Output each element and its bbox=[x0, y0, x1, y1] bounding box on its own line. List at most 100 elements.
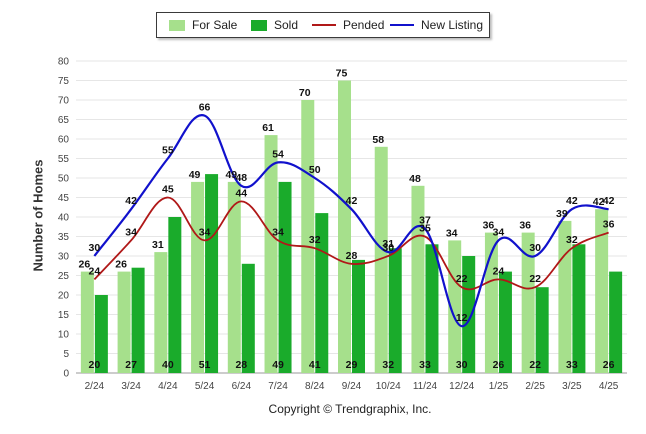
data-label-for-sale: 26 bbox=[79, 259, 91, 271]
line-pended bbox=[93, 196, 609, 291]
bar-for-sale bbox=[484, 232, 498, 373]
legend-swatch-new-listing bbox=[390, 24, 414, 26]
data-label-sold: 33 bbox=[419, 359, 431, 371]
data-label-sold: 29 bbox=[346, 359, 358, 371]
data-label-sold: 32 bbox=[382, 359, 394, 371]
y-tick-label: 75 bbox=[58, 76, 70, 87]
data-label-new-listing: 50 bbox=[309, 164, 321, 176]
y-tick-label: 50 bbox=[58, 174, 70, 185]
data-label-for-sale: 36 bbox=[519, 220, 531, 232]
data-label-pended: 32 bbox=[566, 234, 578, 246]
bar-for-sale bbox=[374, 146, 388, 373]
data-label-sold: 27 bbox=[125, 359, 137, 371]
bar-for-sale bbox=[301, 100, 315, 373]
copyright-footer: Copyright © Trendgraphix, Inc. bbox=[268, 402, 432, 416]
x-tick-label: 12/24 bbox=[449, 381, 474, 392]
data-label-pended: 24 bbox=[89, 265, 101, 277]
x-tick-label: 3/24 bbox=[121, 381, 141, 392]
bar-sold bbox=[131, 267, 145, 373]
data-label-for-sale: 39 bbox=[556, 208, 568, 220]
y-tick-label: 5 bbox=[63, 349, 69, 360]
legend-label-new-listing: New Listing bbox=[421, 18, 484, 32]
bar-sold bbox=[609, 271, 623, 373]
data-label-new-listing: 30 bbox=[529, 242, 541, 254]
x-tick-label: 7/24 bbox=[268, 381, 288, 392]
bar-sold bbox=[205, 174, 219, 373]
legend-swatch-sold bbox=[251, 19, 267, 31]
data-label-pended: 45 bbox=[162, 184, 174, 196]
legend-item-sold[interactable]: Sold bbox=[251, 13, 298, 37]
bar-sold bbox=[278, 181, 292, 373]
data-label-for-sale: 70 bbox=[299, 87, 311, 99]
data-label-pended: 35 bbox=[419, 223, 431, 235]
data-label-for-sale: 34 bbox=[446, 227, 458, 239]
legend-item-for-sale[interactable]: For Sale bbox=[169, 13, 237, 37]
data-label-new-listing: 12 bbox=[456, 312, 468, 324]
legend-label-for-sale: For Sale bbox=[192, 18, 238, 32]
y-tick-label: 70 bbox=[58, 96, 70, 107]
data-label-for-sale: 58 bbox=[372, 134, 384, 146]
data-label-new-listing: 48 bbox=[235, 172, 247, 184]
y-tick-label: 10 bbox=[58, 330, 70, 341]
bar-for-sale bbox=[191, 181, 205, 373]
bar-for-sale bbox=[154, 252, 168, 373]
bar-for-sale bbox=[411, 185, 425, 373]
data-label-pended: 34 bbox=[272, 226, 284, 238]
bar-sold bbox=[462, 256, 476, 373]
data-label-for-sale: 75 bbox=[336, 68, 348, 80]
bar-sold bbox=[94, 295, 108, 373]
y-tick-label: 45 bbox=[58, 193, 70, 204]
data-label-for-sale: 49 bbox=[225, 169, 237, 181]
y-tick-label: 65 bbox=[58, 115, 70, 126]
data-label-new-listing: 42 bbox=[346, 195, 358, 207]
bar-sold bbox=[168, 217, 182, 373]
x-tick-label: 1/25 bbox=[489, 381, 509, 392]
bar-sold bbox=[388, 248, 402, 373]
x-tick-label: 8/24 bbox=[305, 381, 325, 392]
data-label-new-listing: 31 bbox=[382, 238, 394, 250]
data-label-new-listing: 42 bbox=[603, 195, 615, 207]
data-label-new-listing: 42 bbox=[566, 195, 578, 207]
legend: For Sale Sold Pended New Listing bbox=[156, 12, 490, 38]
data-label-pended: 32 bbox=[309, 234, 321, 246]
data-label-pended: 34 bbox=[125, 226, 137, 238]
y-tick-label: 0 bbox=[63, 369, 69, 380]
x-tick-label: 4/24 bbox=[158, 381, 178, 392]
data-label-pended: 36 bbox=[603, 219, 615, 231]
legend-item-pended[interactable]: Pended bbox=[312, 13, 384, 37]
data-label-pended: 22 bbox=[456, 273, 468, 285]
data-label-sold: 22 bbox=[529, 359, 541, 371]
bar-for-sale bbox=[595, 209, 609, 373]
data-label-sold: 51 bbox=[199, 359, 211, 371]
data-label-for-sale: 42 bbox=[593, 196, 605, 208]
legend-label-sold: Sold bbox=[274, 18, 299, 32]
data-label-pended: 22 bbox=[529, 273, 541, 285]
data-label-new-listing: 37 bbox=[419, 215, 431, 227]
bar-for-sale bbox=[448, 240, 462, 373]
data-label-pended: 24 bbox=[493, 265, 505, 277]
bar-sold bbox=[352, 259, 365, 373]
data-label-pended: 44 bbox=[235, 187, 247, 199]
data-label-new-listing: 66 bbox=[199, 102, 211, 114]
bar-sold bbox=[535, 287, 549, 373]
y-tick-label: 60 bbox=[58, 135, 70, 146]
line-new-listing bbox=[93, 114, 609, 328]
x-tick-label: 10/24 bbox=[376, 381, 401, 392]
data-label-for-sale: 49 bbox=[189, 169, 201, 181]
data-label-sold: 41 bbox=[309, 359, 321, 371]
data-label-for-sale: 61 bbox=[262, 122, 274, 134]
data-label-new-listing: 34 bbox=[493, 226, 505, 238]
data-label-for-sale: 26 bbox=[115, 259, 127, 271]
x-tick-label: 4/25 bbox=[599, 381, 619, 392]
data-label-for-sale: 31 bbox=[152, 239, 164, 251]
legend-item-new-listing[interactable]: New Listing bbox=[390, 13, 483, 37]
data-label-sold: 26 bbox=[493, 359, 505, 371]
bar-sold bbox=[425, 244, 439, 373]
y-tick-label: 80 bbox=[58, 57, 70, 68]
data-label-sold: 20 bbox=[89, 359, 101, 371]
y-tick-label: 25 bbox=[58, 271, 70, 282]
bar-sold bbox=[498, 271, 512, 373]
y-tick-label: 15 bbox=[58, 310, 70, 321]
bar-sold bbox=[572, 244, 586, 373]
data-label-new-listing: 42 bbox=[125, 195, 137, 207]
